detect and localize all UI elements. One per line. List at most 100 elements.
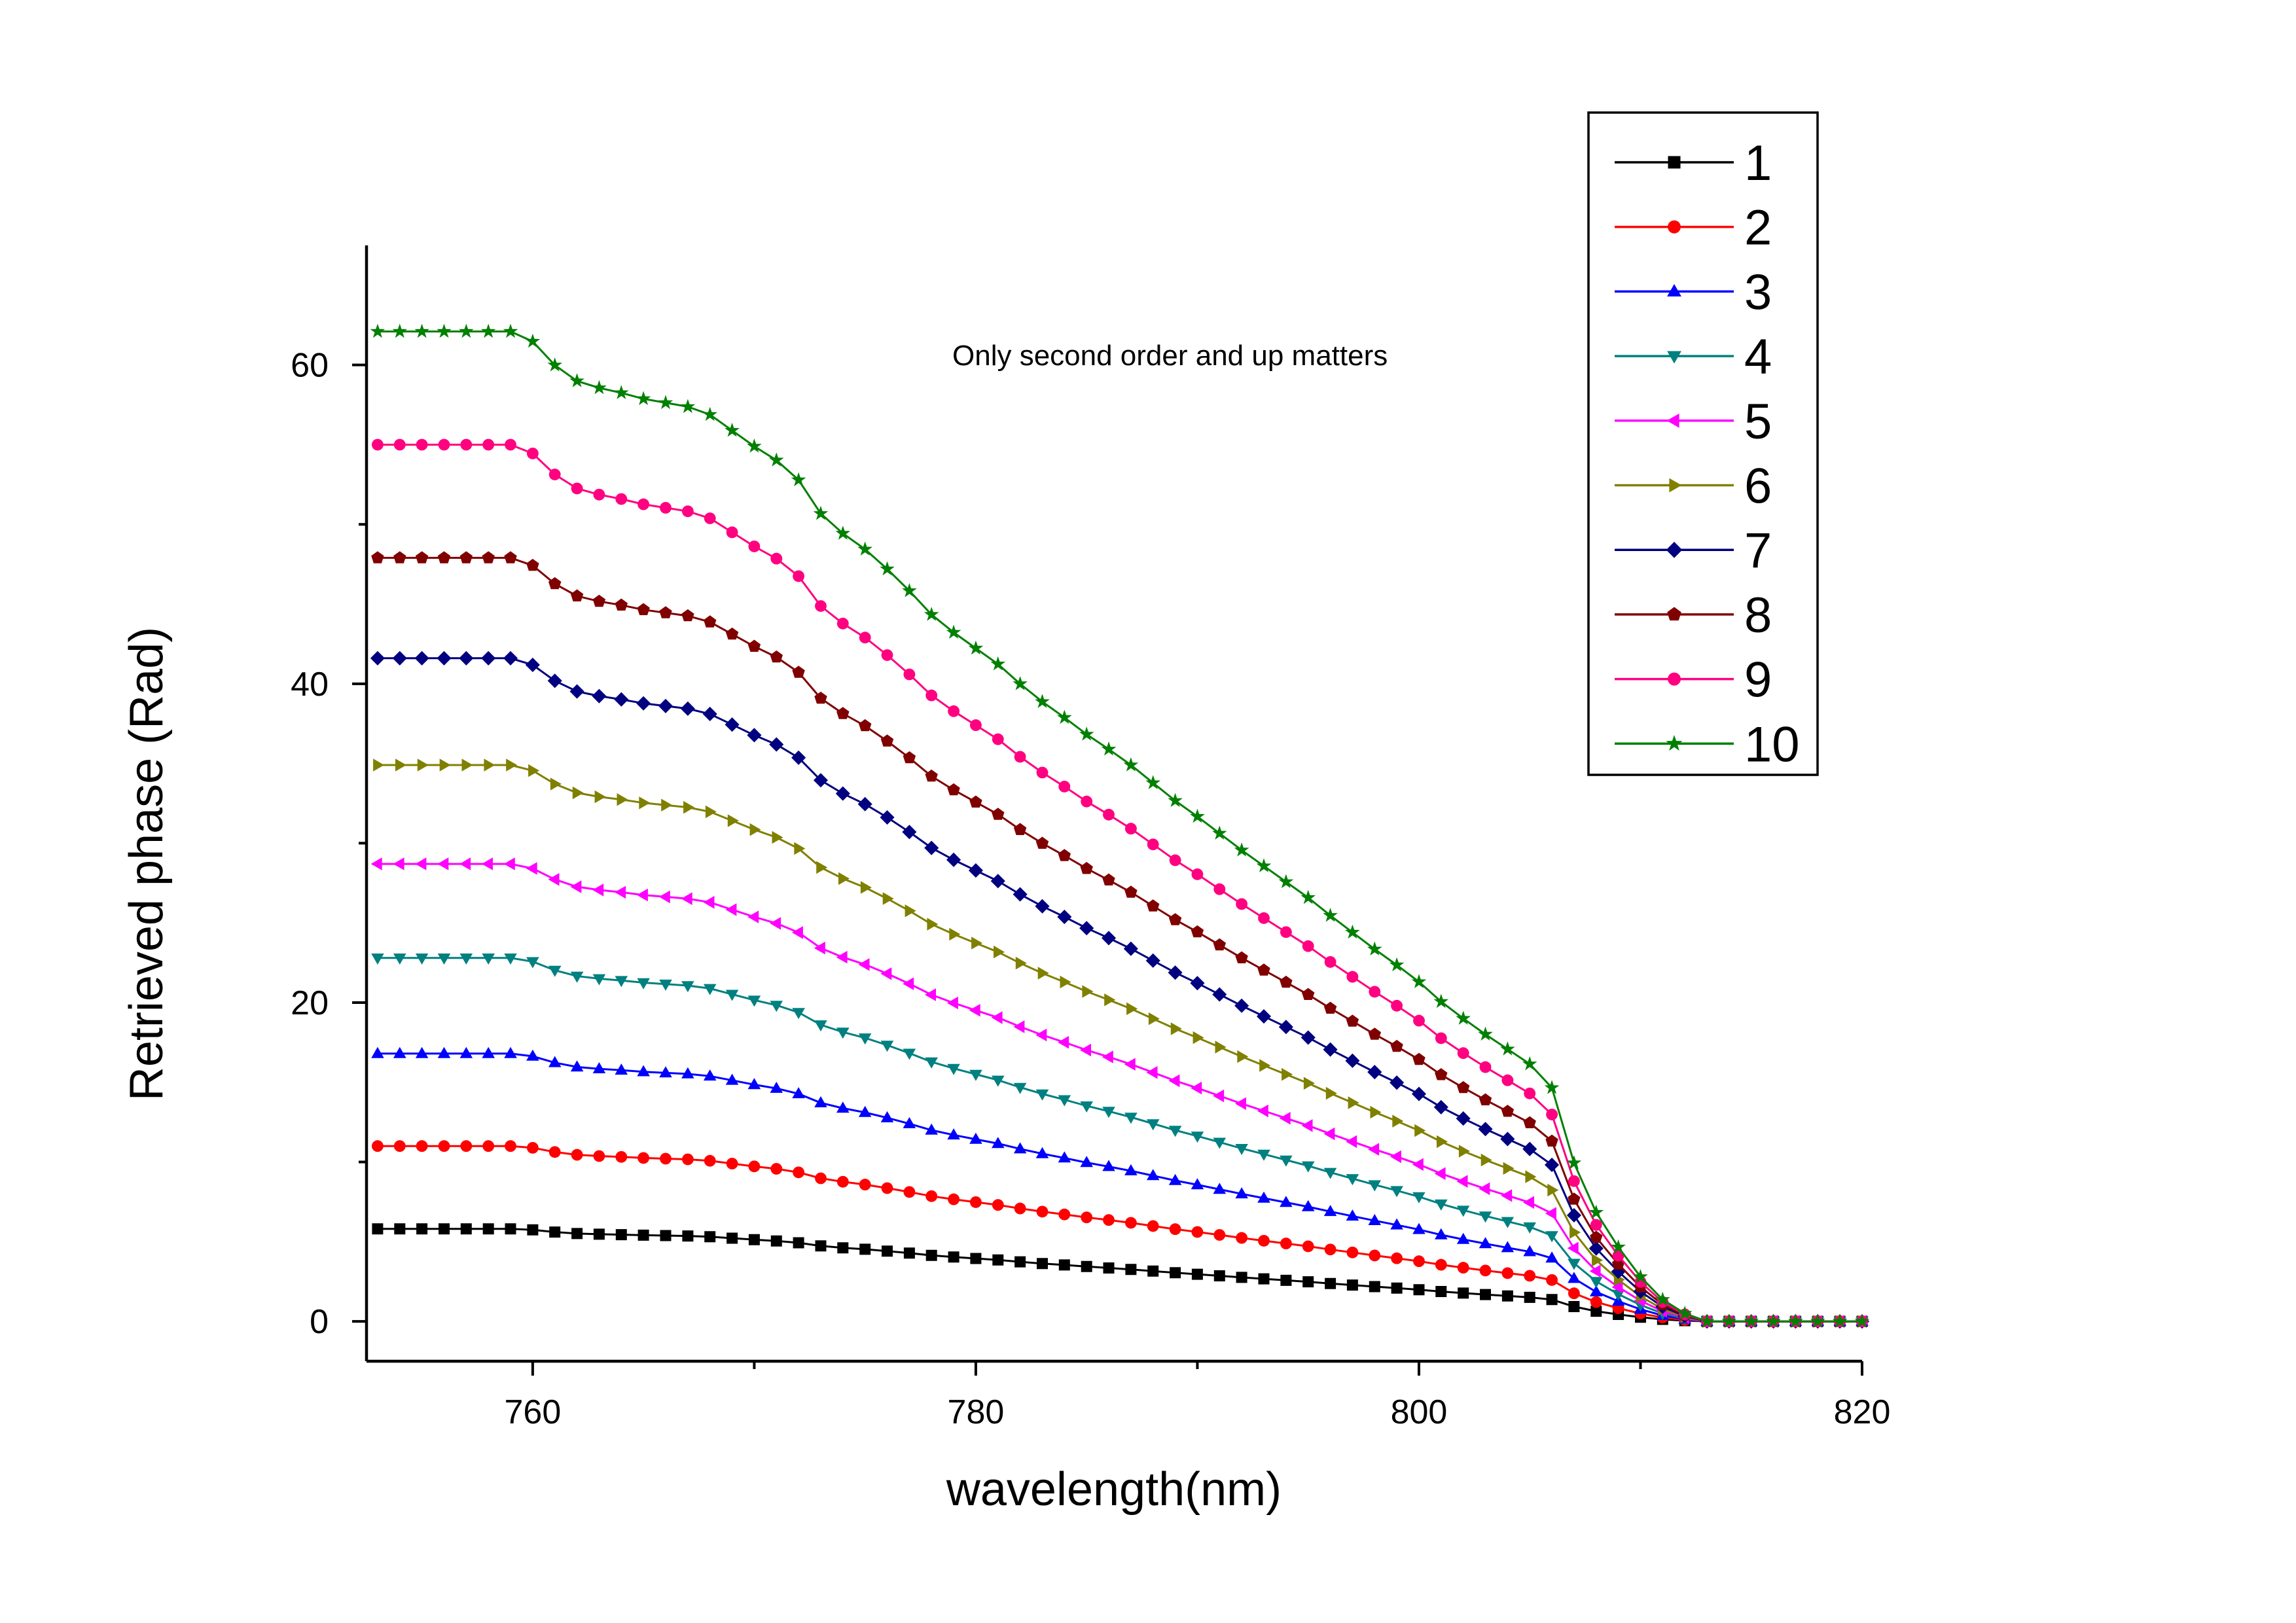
data-point — [459, 954, 473, 965]
data-point — [592, 688, 607, 704]
data-point — [1035, 1089, 1049, 1101]
data-point — [1500, 1132, 1515, 1147]
data-point — [1389, 957, 1405, 972]
data-point — [460, 438, 473, 451]
data-point — [1169, 1223, 1181, 1236]
data-point — [770, 1081, 783, 1093]
data-point — [393, 438, 406, 451]
data-point — [570, 880, 582, 893]
data-point — [548, 469, 561, 480]
data-point — [1435, 1199, 1448, 1211]
data-point — [1323, 1042, 1338, 1057]
data-point — [836, 1101, 850, 1113]
data-point — [459, 551, 473, 563]
data-point — [838, 872, 850, 885]
data-point — [1058, 780, 1071, 793]
x-tick-label: 800 — [1391, 1393, 1448, 1431]
data-point — [592, 380, 607, 395]
data-point — [506, 758, 518, 772]
data-point — [681, 609, 694, 622]
data-point — [1568, 1272, 1581, 1283]
data-point — [1413, 1284, 1425, 1296]
legend-marker — [1668, 220, 1681, 234]
data-point — [1081, 1211, 1093, 1224]
data-point — [572, 786, 584, 800]
data-point — [1588, 1241, 1604, 1256]
data-point — [1567, 1241, 1579, 1255]
data-point — [416, 1223, 428, 1235]
data-point — [969, 1004, 980, 1017]
data-point — [547, 673, 562, 688]
data-point — [1456, 1232, 1470, 1244]
data-point — [1081, 1260, 1092, 1272]
data-point — [882, 1245, 893, 1257]
data-point — [659, 606, 672, 618]
data-point — [392, 651, 407, 666]
legend-marker — [1667, 284, 1681, 296]
legend-item-5: 5 — [1615, 394, 1772, 450]
data-point — [1568, 1301, 1580, 1312]
legend-marker — [1666, 735, 1683, 751]
data-point — [1501, 1217, 1515, 1228]
legend-box — [1587, 111, 1819, 776]
data-point — [371, 438, 384, 451]
data-point — [1147, 1119, 1160, 1131]
data-point — [1437, 1135, 1448, 1149]
data-point — [414, 651, 429, 666]
data-point — [903, 751, 916, 764]
data-point — [660, 1230, 672, 1241]
data-point — [569, 684, 584, 699]
data-point — [370, 323, 386, 338]
data-point — [1035, 1147, 1049, 1158]
data-point — [969, 1196, 982, 1208]
data-point — [393, 954, 406, 965]
data-point — [1456, 1175, 1468, 1188]
data-point — [836, 1175, 849, 1188]
data-point — [1168, 793, 1183, 808]
data-point — [482, 438, 495, 451]
data-point — [1037, 1258, 1048, 1270]
data-point — [680, 399, 696, 414]
data-point — [1391, 999, 1403, 1012]
data-point — [1479, 1237, 1492, 1249]
data-point — [925, 1123, 938, 1135]
data-point — [1480, 1153, 1492, 1167]
data-point — [1146, 1066, 1158, 1079]
data-point — [747, 438, 762, 453]
data-point — [1080, 1156, 1093, 1168]
data-point — [482, 857, 493, 870]
data-point — [1391, 1252, 1403, 1264]
data-point — [1013, 1082, 1027, 1094]
data-point — [1479, 1182, 1490, 1196]
y-axis-title: Retrieved phase (Rad) — [120, 627, 173, 1101]
data-point — [990, 874, 1005, 889]
data-point — [569, 373, 584, 387]
data-point — [636, 696, 651, 711]
data-point — [1170, 1267, 1181, 1279]
data-point — [1568, 1287, 1580, 1300]
data-point — [1699, 1313, 1715, 1328]
data-point — [1302, 1240, 1314, 1253]
series-line-10 — [377, 330, 1862, 1323]
data-point — [1721, 1313, 1737, 1328]
data-point — [1302, 988, 1315, 1000]
data-point — [903, 1048, 916, 1060]
data-point — [550, 777, 562, 791]
data-point — [725, 1073, 739, 1085]
data-point — [681, 981, 694, 993]
data-point — [794, 842, 806, 855]
data-point — [1392, 1115, 1404, 1128]
data-point — [637, 498, 650, 510]
data-point — [481, 651, 496, 666]
data-point — [592, 1062, 606, 1073]
data-point — [770, 1163, 783, 1175]
data-point — [1236, 898, 1248, 910]
data-point — [881, 1182, 893, 1194]
data-point — [1479, 1061, 1492, 1073]
data-point — [1412, 1052, 1426, 1065]
data-point — [1148, 1012, 1160, 1026]
data-point — [1522, 1056, 1537, 1071]
data-point — [992, 1199, 1004, 1211]
data-point — [1788, 1313, 1803, 1328]
